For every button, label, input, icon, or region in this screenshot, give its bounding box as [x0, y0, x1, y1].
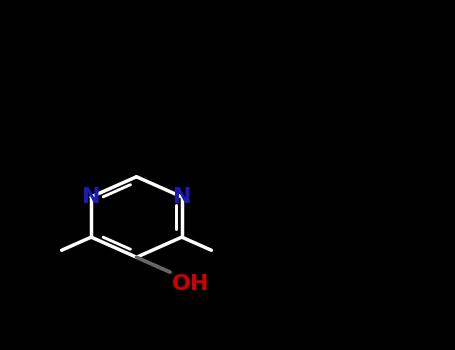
- Text: N: N: [82, 187, 101, 207]
- Text: OH: OH: [172, 274, 210, 294]
- Text: N: N: [172, 187, 191, 207]
